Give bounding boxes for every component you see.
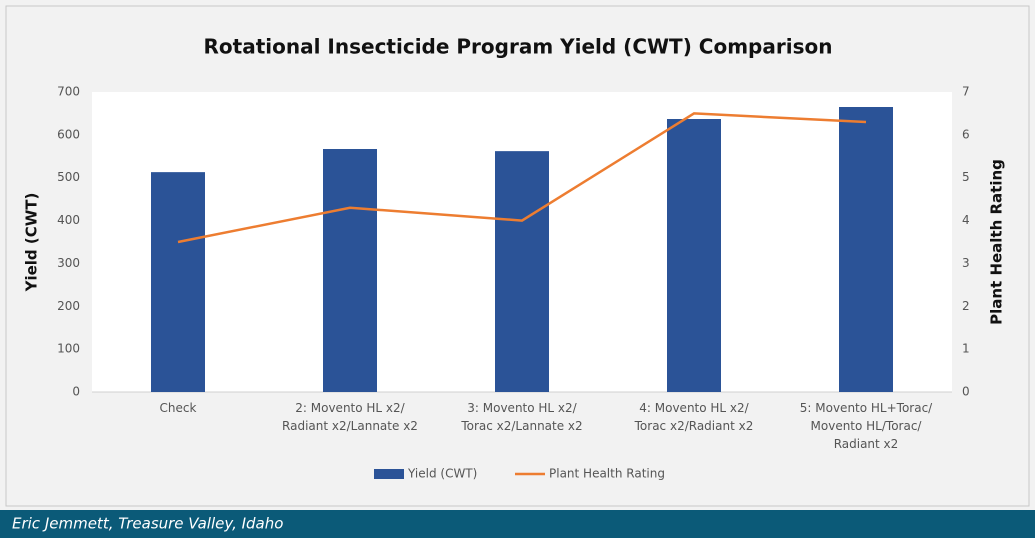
y2-tick-label: 3 bbox=[962, 256, 970, 270]
footer-text: Eric Jemmett, Treasure Valley, Idaho bbox=[12, 515, 283, 533]
x-tick-label: 3: Movento HL x2/Torac x2/Lannate x2 bbox=[460, 401, 582, 433]
x-tick-label: Check bbox=[160, 401, 197, 415]
y2-tick-label: 4 bbox=[962, 213, 970, 227]
legend-swatch bbox=[374, 469, 404, 479]
line-series bbox=[177, 112, 867, 244]
x-tick-label: 5: Movento HL+Torac/Movento HL/Torac/Rad… bbox=[800, 401, 933, 451]
y-tick-label: 0 bbox=[72, 385, 80, 399]
y2-tick-label: 5 bbox=[962, 170, 970, 184]
bar bbox=[495, 151, 549, 392]
x-tick-label-line: 2: Movento HL x2/ bbox=[295, 401, 405, 415]
y-tick-label: 300 bbox=[57, 256, 80, 270]
y2-tick-label: 1 bbox=[962, 342, 970, 356]
footer-bar bbox=[0, 510, 1035, 538]
y2-tick-label: 7 bbox=[962, 85, 970, 99]
x-tick-label-line: Check bbox=[160, 401, 197, 415]
y2-axis-label: Plant Health Rating bbox=[988, 159, 1006, 325]
legend-label: Yield (CWT) bbox=[407, 467, 477, 481]
bar bbox=[667, 119, 721, 392]
y-axis-label: Yield (CWT) bbox=[23, 193, 41, 293]
x-tick-label: 4: Movento HL x2/Torac x2/Radiant x2 bbox=[634, 401, 754, 433]
x-tick-label-line: 5: Movento HL+Torac/ bbox=[800, 401, 933, 415]
y-tick-label: 100 bbox=[57, 342, 80, 356]
x-tick-label-line: Torac x2/Radiant x2 bbox=[634, 419, 754, 433]
bar bbox=[323, 149, 377, 392]
bar bbox=[839, 107, 893, 392]
y-tick-label: 500 bbox=[57, 170, 80, 184]
y2-tick-label: 2 bbox=[962, 299, 970, 313]
x-tick-label-line: Movento HL/Torac/ bbox=[811, 419, 923, 433]
y2-tick-label: 6 bbox=[962, 127, 970, 141]
x-tick-label-line: 3: Movento HL x2/ bbox=[467, 401, 577, 415]
x-tick-label-line: 4: Movento HL x2/ bbox=[639, 401, 749, 415]
x-tick-label-line: Torac x2/Lannate x2 bbox=[460, 419, 582, 433]
bar bbox=[151, 172, 205, 392]
y2-tick-label: 0 bbox=[962, 385, 970, 399]
y-tick-label: 700 bbox=[57, 85, 80, 99]
y-tick-label: 600 bbox=[57, 127, 80, 141]
chart-title: Rotational Insecticide Program Yield (CW… bbox=[204, 35, 833, 59]
y-tick-label: 400 bbox=[57, 213, 80, 227]
x-tick-label: 2: Movento HL x2/Radiant x2/Lannate x2 bbox=[282, 401, 418, 433]
x-tick-label-line: Radiant x2/Lannate x2 bbox=[282, 419, 418, 433]
legend-label: Plant Health Rating bbox=[549, 467, 665, 481]
y-tick-label: 200 bbox=[57, 299, 80, 313]
x-tick-label-line: Radiant x2 bbox=[834, 437, 899, 451]
